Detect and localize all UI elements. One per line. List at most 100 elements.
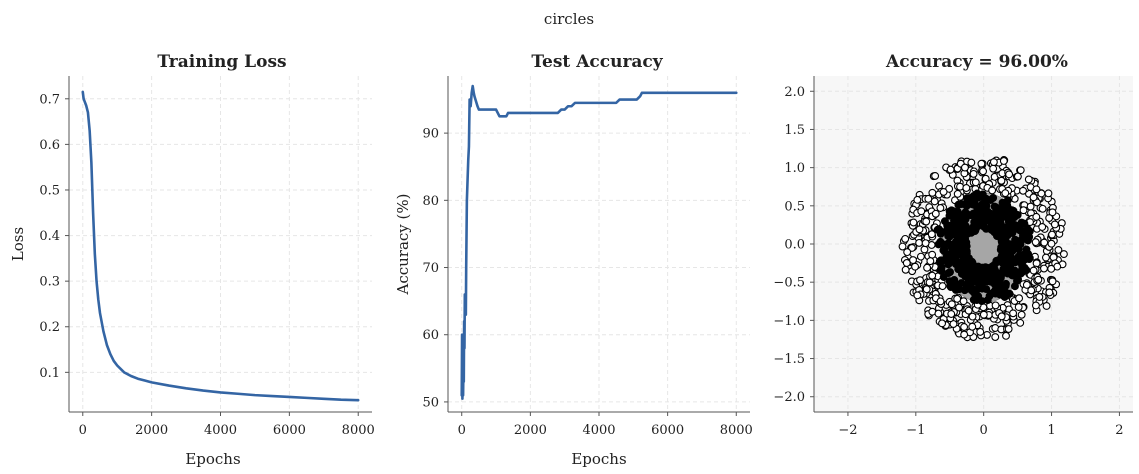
class-0-point [979, 167, 987, 176]
class-0-point [901, 265, 910, 274]
class-0-point [1013, 172, 1022, 181]
class-0-point [979, 310, 988, 319]
class-1-point [951, 260, 960, 269]
class-1-point [989, 194, 998, 202]
class-0-point [1029, 193, 1038, 202]
class-0-point [1016, 318, 1025, 327]
decision-boundary-ytick-label: −1.0 [773, 314, 805, 329]
class-0-point [947, 300, 956, 309]
class-0-point [1044, 189, 1053, 198]
class-1-point [972, 296, 981, 304]
class-0-point [971, 178, 980, 187]
class-0-point [1001, 189, 1010, 198]
class-0-point [925, 278, 934, 287]
training-loss-xtick-label: 4000 [204, 423, 237, 438]
class-0-point [1016, 166, 1025, 175]
class-0-point [949, 320, 958, 328]
class-0-point [989, 158, 998, 167]
class-1-point [948, 253, 957, 262]
class-0-point [902, 259, 911, 267]
class-1-point [1000, 243, 1009, 252]
class-1-point [974, 193, 983, 202]
training-loss-ytick-label: 0.7 [39, 92, 60, 107]
decision-boundary-xtick-label: 0 [980, 423, 988, 438]
class-1-point [961, 208, 970, 217]
class-0-point [968, 322, 977, 331]
class-1-point [945, 259, 953, 268]
class-0-point [1040, 264, 1048, 273]
decision-boundary-ytick-label: 1.5 [784, 123, 805, 138]
training-loss-xtick-label: 2000 [135, 423, 168, 438]
decision-boundary-xtick-label: 1 [1047, 423, 1055, 438]
class-1-point [939, 246, 948, 255]
class-1-point [977, 263, 986, 272]
class-0-point [1037, 189, 1046, 198]
test-accuracy-ytick-label: 60 [422, 328, 439, 343]
training-loss-xlabel: Epochs [185, 450, 240, 468]
class-0-point [959, 297, 968, 306]
training-loss-series-line [81, 90, 360, 402]
class-0-point [927, 230, 936, 239]
figure-suptitle: circles [544, 10, 594, 28]
training-loss-xtick-label: 6000 [273, 423, 306, 438]
class-1-point [936, 256, 945, 265]
class-0-point [947, 310, 956, 318]
decision-boundary-plot: Accuracy = 96.00% −2 −1 0 1 2 2.0 1.5 1.0 0.5 0.0… [773, 52, 1133, 438]
class-0-point [928, 250, 937, 259]
class-1-point [957, 250, 966, 259]
class-0-point [1047, 239, 1056, 248]
class-0-point [1059, 250, 1068, 259]
class-0-point [1048, 208, 1057, 217]
class-0-point [938, 282, 947, 291]
class-0-point [997, 176, 1006, 185]
class-1-point [1010, 211, 1019, 220]
class-0-point [911, 262, 920, 271]
class-0-point [938, 319, 947, 328]
training-loss-ylabel: Loss [9, 227, 27, 261]
class-1-point [952, 244, 961, 253]
class-1-point [951, 280, 960, 289]
class-0-point [1031, 238, 1040, 247]
class-0-point [1017, 310, 1026, 319]
class-0-point [946, 165, 955, 174]
test-accuracy-xtick-label: 4000 [582, 423, 615, 438]
class-1-point [996, 229, 1005, 238]
class-0-point [931, 209, 940, 218]
test-accuracy-xtick-label: 6000 [651, 423, 684, 438]
class-0-point [1002, 331, 1010, 340]
class-0-point [999, 157, 1008, 165]
training-loss-ytick-label: 0.1 [39, 366, 60, 381]
class-1-point [1016, 240, 1025, 249]
class-0-point [1038, 223, 1047, 231]
class-1-point [969, 209, 978, 218]
class-1-point [945, 277, 954, 286]
class-1-point [954, 213, 963, 222]
class-1-point [1002, 279, 1010, 288]
class-0-point [953, 189, 962, 198]
class-0-point [962, 184, 971, 192]
class-0-point [920, 245, 929, 254]
class-0-point [960, 330, 969, 339]
class-0-point [1032, 259, 1041, 268]
decision-boundary-ytick-label: 1.0 [784, 161, 805, 176]
class-0-point [1050, 220, 1059, 229]
class-0-point [1041, 253, 1050, 262]
class-1-point [957, 200, 966, 209]
class-0-point [1040, 238, 1049, 247]
class-0-point [1038, 204, 1047, 213]
class-0-point [1032, 185, 1041, 194]
class-1-point [1017, 266, 1026, 275]
class-1-point [1018, 219, 1027, 228]
class-0-point [968, 312, 977, 321]
training-loss-plot: Training Loss 0 2000 4000 6000 8000 0.1 0.2 0.3… [9, 52, 375, 468]
class-1-point [995, 275, 1004, 283]
class-0-point [1032, 212, 1041, 221]
class-0-point [1004, 325, 1013, 333]
decision-boundary-xtick-label: −2 [838, 423, 857, 438]
class-0-point [903, 248, 912, 257]
class-0-point [1005, 170, 1014, 179]
class-0-point [1019, 206, 1028, 215]
class-1-point [1003, 196, 1012, 205]
class-0-point [1019, 186, 1027, 195]
class-1-point [980, 274, 989, 283]
